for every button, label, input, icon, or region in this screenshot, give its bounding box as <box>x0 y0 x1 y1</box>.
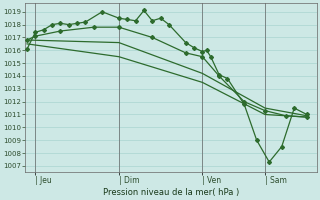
X-axis label: Pression niveau de la mer( hPa ): Pression niveau de la mer( hPa ) <box>103 188 239 197</box>
